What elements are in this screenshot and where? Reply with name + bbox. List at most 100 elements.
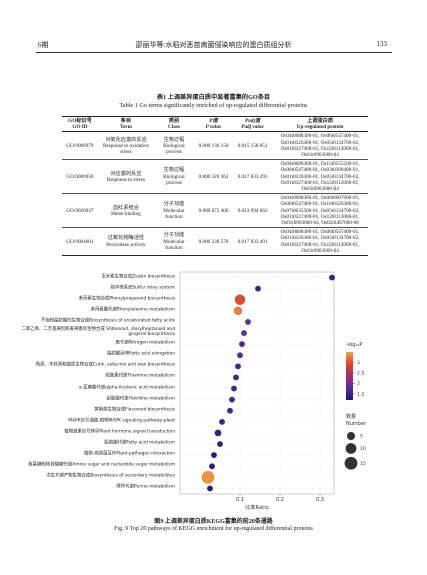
figure-caption-en: Fig. 9 Top 20 pathways of KEGG enrichmen… [114, 526, 313, 532]
protein-line: Os01t0963000-04, Os02t0467000-00 [281, 220, 359, 227]
column-header-text: Padj value [241, 124, 264, 131]
bubble [239, 341, 245, 348]
size-legend-key [346, 432, 356, 441]
table-row: GO:0020037 血红素结合 Heme binding 分子功能 Molecular… [62, 194, 368, 228]
column-header: 条目 Term [98, 117, 154, 132]
size-legend-label: 15 [360, 461, 366, 467]
p-value: 0.000 238 578 [198, 238, 229, 245]
colorbar [346, 352, 353, 400]
bubble [245, 318, 251, 325]
column-header-text: 上调蛋白质 [307, 118, 334, 124]
header-row: GO标识号 GO ID 条目 Term 类别 Class P值 P value Padj值 Pad… [62, 116, 368, 132]
bubble [214, 429, 222, 437]
go-id: GO:0020037 [66, 207, 94, 214]
y-tick-label: MAPK信号通路-植物MAPK signaling pathway-plant [68, 418, 175, 424]
term: 对应激的反应 Response to stress [98, 160, 154, 194]
class: 分子功能 Molecular function [154, 194, 194, 228]
padj-value: 0.015 158 051 [237, 142, 268, 149]
protein-line: Os01t0327400-01, Os12t0112000-01, [280, 241, 360, 248]
y-tick-label: 嘌呤代谢Purine metabolism [116, 484, 175, 490]
term-cn: 血红素结合 [112, 204, 139, 211]
table-title: 表1 上调差异蛋白质中显著富集的GO条目 [156, 94, 271, 101]
protein-line: Os07t0635500-01, Os05t0134700-02, [280, 207, 360, 214]
column-header-text: Padj值 [245, 118, 261, 124]
p-value: 0.000 136 150 [198, 142, 229, 149]
term: 过氧化物酶活性 Peroxidase activity [98, 228, 154, 256]
term-en: Peroxidase activity [106, 241, 146, 248]
size-legend-key [345, 443, 357, 454]
plot-area [179, 271, 335, 495]
running-title: 邵丽华等:水稻对恶苗病菌侵染响应的蛋白质组分析 [135, 41, 292, 49]
protein-line: Os01t0963000-04 [301, 152, 339, 159]
column-header: P值 P value [194, 117, 233, 132]
padj-value: 0.017 833 491 [237, 238, 268, 245]
column-header-text: Term [119, 124, 132, 131]
x-axis-label: 比率Ratio [245, 503, 269, 511]
protein-line: Os01t0327400-01, Os12t0112000-01, [280, 179, 360, 186]
protein-line: Os04t0688300-01, Os12t0555500-01, [280, 161, 360, 168]
y-tick-label: 黄酮类生物合成Flavonoid biosynthesis [94, 407, 175, 413]
protein-line: Os01t0326300-01, Os05t0134700-02, [280, 139, 360, 146]
class: 生物过程 Biological process [154, 160, 194, 194]
column-header-text: GO标识号 [68, 118, 92, 124]
table-row: GO:0006979 对氧化应激的反应 Response to oxidative … [62, 132, 368, 160]
protein-line: Os01t0963000-04 [301, 247, 339, 254]
term: 对氧化应激的反应 Response to oxidative stress [98, 132, 154, 160]
y-tick-label: 次生代谢产物生物合成Biosynthesis of secondary meta… [46, 473, 175, 479]
class-cn: 分子功能 [163, 232, 185, 239]
bubble [201, 471, 215, 484]
bubble [229, 396, 235, 403]
column-header: 类别 Class [154, 117, 194, 132]
protein-line: Os01t0963000-04 [301, 186, 339, 193]
y-tick-label: 脂肪酸延伸Fatty acid elongation [107, 351, 175, 357]
size-legend-title-en: Number [346, 421, 367, 427]
go-table: GO标识号 GO ID 条目 Term 类别 Class P值 P value Padj值 Pad… [62, 116, 368, 256]
p-value: 0.000 320 362 [198, 173, 229, 180]
bubble [241, 330, 247, 337]
column-header-text: 条目 [120, 118, 132, 124]
go-id: GO:0004601 [66, 238, 94, 245]
bubble [237, 352, 243, 359]
column-header: Padj值 Padj value [233, 117, 272, 132]
class: 生物过程 Biological process [154, 132, 194, 160]
colorbar-tick-label: 3 [357, 360, 360, 366]
protein-line: Os01t0326300-01, Os05t0134700-02, [280, 173, 360, 180]
colorbar-tick-label: 2.5 [357, 371, 364, 377]
y-tick-label: 二苯乙烯、二芳基庚烷和姜辣素的生物合成 Stilbenoid, diarylhe… [21, 327, 175, 338]
protein-line: Os04t0688300-01, Os06t0607000-01, [280, 195, 360, 202]
protein-line: Os06t0547400-01, Os03t0300400-01, [280, 167, 360, 174]
proteins: Os04t0688300-01, Os06t0547400-01, Os01t03… [272, 132, 368, 160]
term-en: Response to oxidative stress [103, 142, 149, 155]
column-header: 上调蛋白质 Up-regulated protein [272, 117, 368, 132]
class-cn: 生物过程 [163, 136, 185, 143]
protein-line: Os06t0547400-01, Os10t0326300-01, [280, 201, 360, 208]
y-tick-label: 苯丙氨酸代谢Phenylalanine metabolism [90, 307, 175, 313]
issue: 6期 [38, 41, 49, 49]
term-en: Response to stress [106, 176, 145, 183]
y-tick-label: α-亚麻酸代谢alpha-linolenic acid metabolism [78, 385, 175, 391]
header-rule [36, 52, 392, 53]
go-id: GO:0006979 [66, 142, 94, 149]
size-legend-key [344, 456, 358, 470]
column-header-text: Up-regulated protein [296, 124, 344, 131]
bubble [231, 385, 237, 392]
bubble [227, 407, 233, 414]
protein-line: Os04t0688300-01, Os06t0547400-01, [280, 229, 360, 236]
padj-value: 0.013 994 062 [237, 207, 268, 214]
class-cn: 生物过程 [163, 167, 185, 174]
column-header-text: Class [168, 124, 180, 131]
proteins: Os04t0688300-01, Os12t0555500-01, Os06t05… [272, 160, 368, 194]
bubble [219, 418, 225, 425]
colorbar-tick-label: 2 [357, 381, 360, 387]
column-header-text: GO ID [72, 124, 88, 131]
proteins: Os04t0688300-01, Os06t0607000-01, Os06t05… [272, 194, 368, 228]
column-header-text: P value [205, 124, 222, 131]
y-tick-label: 氨基糖和核苷酸糖代谢Amino sugar and nucleotide sug… [28, 462, 175, 468]
y-tick-label: 苯丙素生物合成Phenylpropanoid biosynthesis [78, 296, 175, 302]
p-value: 0.000 073 400 [198, 207, 229, 214]
term-cn: 对氧化应激的反应 [105, 136, 147, 143]
protein-line: Os01t0327400-01, Os12t0112000-01, [280, 213, 360, 220]
colorbar-tick-label: 1.5 [357, 391, 364, 397]
class: 分子功能 Molecular function [154, 228, 194, 256]
